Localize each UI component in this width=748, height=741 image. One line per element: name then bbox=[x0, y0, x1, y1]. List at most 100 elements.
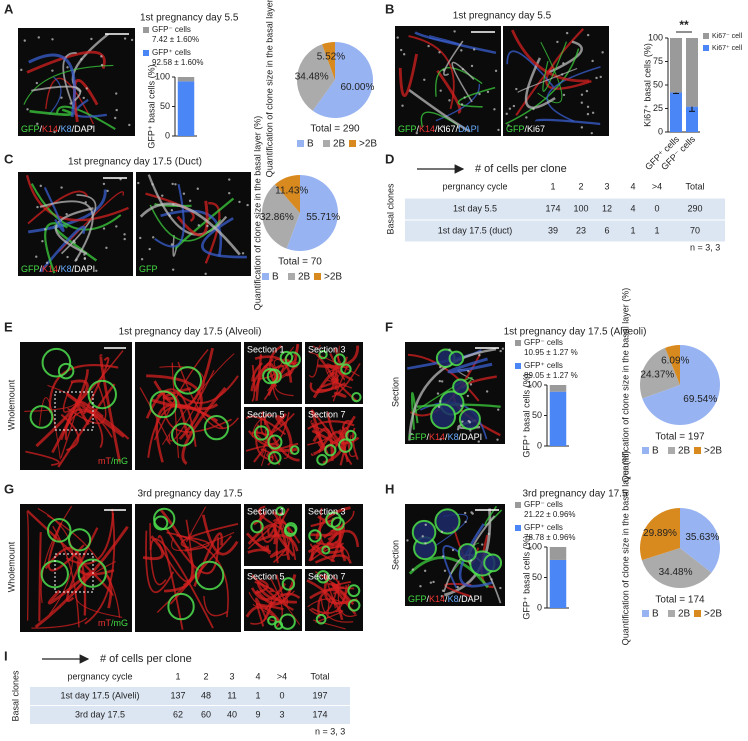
micrograph-texture bbox=[47, 522, 85, 572]
pie-annotation: Total = 290 bbox=[310, 124, 360, 135]
caption-part: / bbox=[40, 264, 43, 274]
micrograph-texture bbox=[316, 453, 328, 466]
bar-segment bbox=[686, 38, 698, 107]
micrograph-texture bbox=[115, 108, 118, 112]
table-cell: 12 bbox=[602, 203, 612, 213]
legend-label: B bbox=[652, 609, 659, 620]
pie-value-label: 32.86% bbox=[260, 212, 294, 223]
micrograph-texture bbox=[148, 247, 151, 251]
table-cell: 4 bbox=[630, 203, 635, 213]
micrograph-texture bbox=[424, 542, 427, 545]
micrograph-texture bbox=[586, 112, 590, 116]
micrograph-texture bbox=[316, 570, 330, 584]
micrograph-texture bbox=[457, 126, 460, 129]
micrograph-texture bbox=[396, 36, 399, 39]
micrograph-texture bbox=[448, 99, 451, 102]
micrograph-texture bbox=[419, 585, 422, 588]
y-tick-label: 50 bbox=[160, 101, 170, 111]
micrograph-texture bbox=[39, 184, 42, 188]
section-label: Section 7 bbox=[308, 571, 346, 581]
micrograph-texture bbox=[448, 348, 451, 351]
micrograph-texture bbox=[100, 55, 103, 58]
legend-swatch bbox=[694, 447, 701, 454]
pie-slice bbox=[642, 345, 721, 425]
micrograph-texture bbox=[408, 35, 455, 110]
image-caption: mT/mG bbox=[98, 618, 128, 628]
y-tick-label: 0 bbox=[658, 126, 663, 136]
micrograph-texture bbox=[546, 66, 601, 122]
caption-part: /DAPI bbox=[459, 432, 483, 442]
micrograph-texture bbox=[556, 40, 559, 44]
y-axis-label: GFP⁺ basal cells (%) bbox=[146, 64, 156, 148]
micrograph-texture bbox=[423, 569, 427, 573]
image-caption: GFP/K14/Ki67/DAPI bbox=[398, 124, 479, 134]
micrograph-texture bbox=[312, 371, 339, 399]
panel-label: D bbox=[385, 151, 394, 166]
micrograph-texture bbox=[80, 58, 83, 61]
table-note: n = 3, 3 bbox=[315, 726, 345, 736]
micrograph-texture bbox=[439, 365, 442, 369]
legend-label: 2B bbox=[678, 446, 691, 457]
micrograph-texture bbox=[25, 450, 60, 466]
pie-slice bbox=[665, 345, 680, 385]
table-cell: 3rd day 17.5 bbox=[75, 709, 125, 719]
legend-value: 10.95 ± 1.27 % bbox=[524, 348, 578, 357]
micrograph-texture bbox=[493, 108, 496, 111]
micrograph-texture bbox=[201, 217, 247, 259]
micrograph-texture bbox=[58, 191, 125, 252]
micrograph-texture bbox=[275, 415, 285, 427]
micrograph-texture bbox=[517, 67, 578, 93]
micrograph-texture bbox=[228, 178, 231, 181]
micrograph-texture bbox=[30, 183, 122, 231]
micrograph-texture bbox=[351, 391, 362, 403]
caption-part: GFP bbox=[139, 264, 158, 274]
caption-part: DAPI bbox=[458, 124, 479, 134]
micrograph-texture bbox=[139, 202, 241, 256]
table-cell: 100 bbox=[573, 203, 588, 213]
legend-label: Ki67⁻ cell bbox=[712, 33, 743, 40]
micrograph-texture bbox=[340, 363, 352, 375]
micrograph-texture bbox=[284, 351, 301, 368]
micrograph-texture bbox=[308, 529, 322, 543]
side-label: Wholemount bbox=[6, 379, 16, 430]
micrograph-texture bbox=[427, 44, 430, 48]
micrograph-texture bbox=[250, 519, 264, 534]
micrograph-texture bbox=[256, 534, 299, 552]
y-axis-label: GFP⁺ basal cells (%) bbox=[521, 535, 531, 619]
micrograph-texture bbox=[252, 414, 269, 438]
micrograph-texture bbox=[595, 76, 598, 80]
micrograph-texture bbox=[27, 190, 89, 225]
micrograph-texture bbox=[123, 233, 126, 236]
micrograph-texture bbox=[269, 547, 287, 558]
micrograph-texture bbox=[196, 187, 199, 190]
micrograph-texture bbox=[440, 530, 444, 534]
micrograph-texture bbox=[154, 202, 192, 207]
micrograph-texture bbox=[333, 391, 347, 398]
column-header: 1 bbox=[175, 671, 180, 681]
column-header: >4 bbox=[652, 181, 662, 191]
column-header: Total bbox=[685, 181, 704, 191]
pie-slice bbox=[297, 44, 335, 111]
section-label: Section 3 bbox=[308, 506, 346, 516]
caption-part: /DAPI bbox=[72, 124, 96, 134]
micrograph-texture bbox=[41, 347, 72, 378]
micrograph-texture bbox=[252, 511, 266, 526]
legend-swatch bbox=[323, 140, 330, 147]
legend-label: >2B bbox=[324, 272, 342, 283]
micrograph-texture bbox=[176, 534, 210, 552]
pie-value-label: 60.00% bbox=[340, 82, 374, 93]
table-cell: 1st day 17.5 (duct) bbox=[438, 225, 513, 235]
table-cell: 0 bbox=[279, 690, 284, 700]
micrograph-texture bbox=[152, 236, 155, 239]
micrograph-texture bbox=[347, 584, 361, 598]
micrograph-texture bbox=[36, 205, 39, 209]
micrograph-texture bbox=[170, 243, 174, 246]
micrograph-texture bbox=[548, 40, 583, 74]
pie-slice bbox=[680, 508, 721, 573]
legend-swatch bbox=[515, 502, 521, 508]
micrograph-texture bbox=[60, 410, 113, 441]
caption-part: K8 bbox=[448, 432, 459, 442]
bar-segment bbox=[686, 106, 698, 132]
micrograph-texture bbox=[440, 380, 444, 383]
section-label: Section 1 bbox=[247, 344, 285, 354]
